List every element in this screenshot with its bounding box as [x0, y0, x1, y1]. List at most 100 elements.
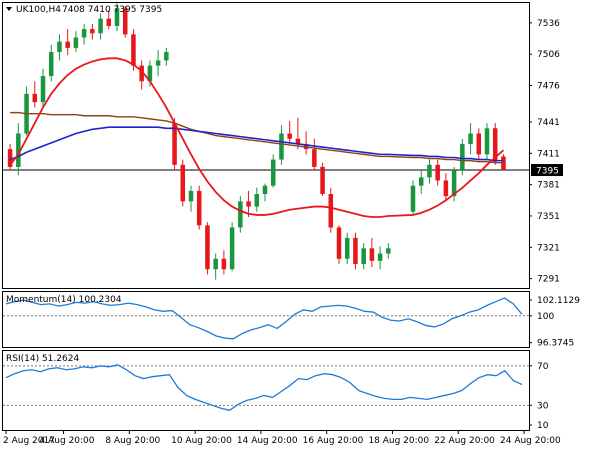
rsi-title: RSI(14) 51.2624 [6, 354, 79, 364]
candle-body [73, 37, 79, 48]
symbol-dropdown-icon[interactable] [6, 7, 12, 11]
candle [484, 123, 490, 160]
candle-body [328, 194, 334, 228]
rsi-line [5, 364, 523, 411]
candle [213, 253, 218, 280]
candle-body [180, 164, 186, 202]
candle [81, 23, 87, 45]
candle-body [164, 52, 169, 61]
x-tick-label: 4 Aug 20:00 [40, 436, 95, 446]
candle [410, 180, 416, 215]
candle [246, 190, 251, 218]
candle-body [238, 201, 243, 228]
candle [386, 243, 391, 259]
candle [65, 29, 70, 56]
candle-body [196, 190, 202, 226]
candle [270, 154, 276, 188]
rsi-y-tick-label: 70 [537, 362, 549, 372]
candle [328, 187, 334, 233]
candle [48, 44, 54, 82]
candle [336, 225, 342, 264]
candle-body [460, 143, 465, 171]
candle-body [451, 170, 457, 197]
candle [90, 23, 95, 40]
price-y-tick-label: 7321 [537, 243, 560, 253]
candle [73, 31, 79, 53]
x-tick-label: 10 Aug 20:00 [171, 436, 232, 446]
candle [139, 60, 144, 90]
candle [7, 143, 13, 171]
momentum-panel [2, 291, 530, 348]
candle [443, 173, 449, 202]
candle-body [131, 34, 136, 66]
candle-body [205, 225, 210, 270]
candle-body [418, 177, 424, 186]
candle [172, 117, 177, 171]
candle [418, 170, 424, 195]
candle-body [48, 52, 54, 77]
candle [122, 6, 128, 38]
candle-body [7, 149, 13, 167]
momentum-title: Momentum(14) 100.2304 [6, 295, 122, 305]
candle [320, 162, 325, 197]
price-y-tick-label: 7351 [537, 212, 560, 222]
candle-body [98, 18, 103, 34]
candle-body [435, 164, 440, 181]
candle [451, 166, 457, 202]
candle-body [229, 227, 235, 270]
candle-body [65, 41, 70, 48]
candle-body [443, 180, 449, 197]
candle-body [287, 133, 292, 139]
candle-body [320, 166, 325, 195]
rsi-y-tick-label: 10 [537, 421, 549, 431]
candle [254, 187, 260, 212]
candle [279, 125, 284, 165]
candle [435, 159, 440, 186]
candle-body [122, 8, 128, 35]
candle [262, 183, 268, 202]
candle-body [213, 258, 218, 270]
candle-body [344, 237, 350, 259]
candle [57, 34, 62, 61]
candle-body [476, 133, 482, 155]
candle-body [155, 60, 161, 66]
x-tick-label: 16 Aug 20:00 [303, 436, 364, 446]
candle-body [32, 93, 38, 103]
candle-body [361, 248, 366, 264]
candle [312, 138, 317, 171]
candle-body [254, 194, 260, 207]
candle-body [336, 227, 342, 259]
momentum-y-tick-label: 102.1129 [537, 296, 580, 306]
candle [221, 250, 227, 275]
candle [377, 246, 383, 270]
price-y-tick-label: 7441 [537, 118, 560, 128]
candle-body [246, 201, 251, 207]
candle-body [81, 29, 87, 38]
ohlc-readout: 7408 7410 7395 7395 [62, 5, 162, 15]
x-tick-label: 18 Aug 20:00 [368, 436, 429, 446]
candle-body [369, 248, 375, 261]
candle [114, 3, 120, 32]
sma-mid-line [9, 126, 504, 162]
candle-body [353, 237, 358, 264]
sma-slow-line [10, 111, 504, 164]
current-price-box [531, 164, 563, 177]
x-tick-label: 22 Aug 20:00 [434, 436, 495, 446]
candle [40, 68, 46, 108]
candle [361, 243, 366, 270]
candle-body [221, 258, 227, 270]
candle [229, 222, 235, 272]
price-panel [2, 2, 530, 289]
candle-body [90, 29, 95, 34]
candle [180, 159, 186, 207]
momentum-y-tick-label: 100 [537, 312, 554, 322]
x-tick-label: 2 Aug 2017 [3, 436, 55, 446]
candle [24, 86, 29, 136]
rsi-y-tick-label: 30 [537, 401, 549, 411]
candle [353, 232, 358, 270]
candle-body [16, 133, 21, 167]
candle [468, 123, 473, 155]
candle-body [410, 185, 416, 212]
candle [369, 237, 375, 268]
candle-body [484, 128, 490, 155]
